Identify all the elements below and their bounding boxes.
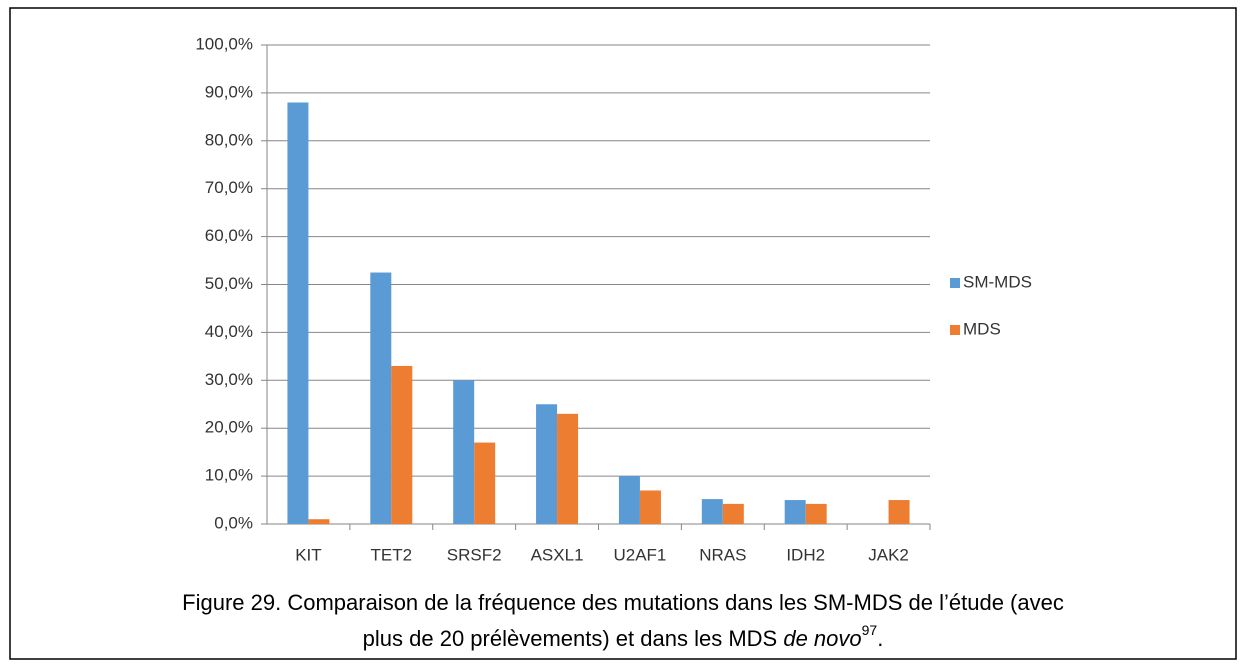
bar [287, 102, 309, 524]
y-tick-label: 0,0% [214, 513, 253, 532]
bar [474, 442, 496, 524]
y-tick-label: 20,0% [205, 418, 253, 437]
y-tick-label: 100,0% [195, 34, 253, 53]
y-tick-label: 80,0% [205, 130, 253, 149]
bar [391, 365, 413, 524]
bar [888, 500, 910, 524]
bar [308, 519, 330, 524]
x-tick-label: IDH2 [786, 545, 825, 564]
y-tick-label: 30,0% [205, 370, 253, 389]
x-tick-label: TET2 [371, 545, 413, 564]
caption-italic: de novo [783, 626, 861, 651]
bar [618, 476, 640, 524]
caption-line1: Figure 29. Comparaison de la fréquence d… [182, 590, 1064, 615]
x-tick-label: NRAS [699, 545, 746, 564]
bar [370, 272, 392, 524]
y-tick-label: 70,0% [205, 178, 253, 197]
y-tick-label: 60,0% [205, 226, 253, 245]
x-tick-label: U2AF1 [613, 545, 666, 564]
bar [639, 490, 661, 524]
x-tick-label: ASXL1 [531, 545, 584, 564]
y-tick-label: 10,0% [205, 466, 253, 485]
caption-text: plus de 20 prélèvements) et dans les MDS [363, 626, 784, 651]
y-tick-label: 50,0% [205, 274, 253, 293]
caption-superscript: 97 [862, 622, 878, 638]
x-tick-label: KIT [295, 545, 321, 564]
frame [9, 7, 1237, 660]
bar [722, 503, 744, 524]
bar [557, 413, 579, 524]
x-tick-label: SRSF2 [447, 545, 502, 564]
bar [701, 499, 723, 524]
legend-swatch [950, 325, 960, 335]
y-tick-label: 90,0% [205, 82, 253, 101]
legend-label: MDS [963, 319, 1001, 338]
legend-label: SM-MDS [963, 272, 1032, 291]
x-tick-label: JAK2 [868, 545, 909, 564]
caption-end: . [877, 626, 883, 651]
legend-swatch [950, 278, 960, 288]
bar [453, 380, 475, 524]
bar [805, 503, 827, 524]
bar [536, 404, 558, 524]
y-tick-label: 40,0% [205, 322, 253, 341]
caption-line2: plus de 20 prélèvements) et dans les MDS… [363, 622, 884, 651]
bar [784, 500, 806, 524]
